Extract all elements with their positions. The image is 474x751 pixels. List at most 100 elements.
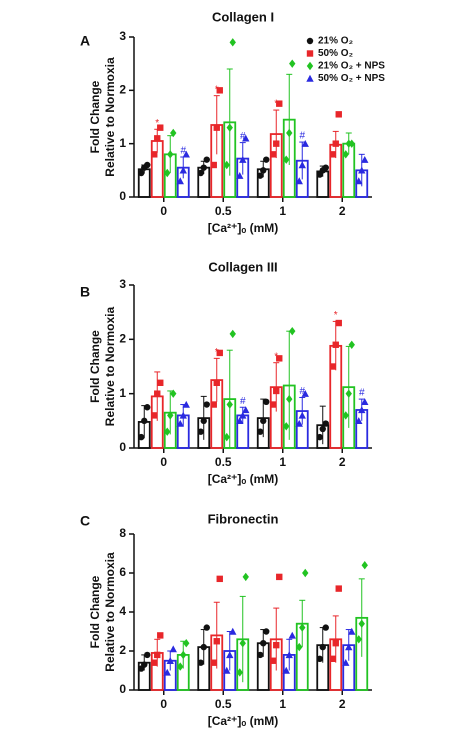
panel-letter: B (80, 284, 90, 300)
data-point (226, 651, 234, 659)
y-axis-label: Relative to Normoxia (103, 306, 117, 426)
data-point (242, 134, 250, 142)
data-point (335, 585, 342, 592)
data-point (144, 161, 151, 169)
data-point (342, 150, 349, 159)
data-point (298, 411, 306, 419)
data-point (197, 169, 204, 177)
data-point (197, 659, 204, 666)
data-point (210, 659, 217, 666)
data-point (229, 627, 237, 635)
data-point (179, 166, 187, 174)
data-point (348, 340, 355, 349)
y-axis-label: Fold Change (88, 80, 102, 153)
data-point (242, 406, 250, 414)
data-point (236, 417, 244, 425)
data-point (273, 641, 280, 649)
x-tick-label: 0 (160, 204, 167, 218)
data-point (176, 419, 184, 427)
y-tick-label: 6 (119, 565, 126, 579)
data-point (167, 150, 174, 159)
data-point (203, 156, 210, 163)
data-point (167, 411, 174, 420)
y-tick-label: 2 (119, 643, 126, 657)
significance-label: # (359, 388, 365, 399)
data-point (257, 651, 264, 659)
data-point (216, 575, 223, 583)
data-point (288, 631, 296, 639)
data-point (157, 124, 164, 131)
significance-label: * (274, 351, 278, 362)
x-axis-label: [Ca²⁺]ₒ (mM) (208, 714, 279, 728)
data-point (273, 140, 280, 147)
data-point (257, 428, 264, 435)
data-point (169, 645, 177, 653)
data-point (355, 177, 363, 185)
chart-title: Collagen III (208, 259, 277, 274)
x-tick-label: 1 (279, 697, 286, 711)
data-point (170, 389, 177, 398)
data-point (260, 167, 267, 174)
y-axis-label: Fold Change (88, 330, 102, 403)
data-point (223, 160, 230, 170)
data-point (295, 419, 303, 427)
data-point (210, 161, 217, 169)
legend-label: 21% O₂ (318, 36, 353, 47)
data-point (213, 124, 220, 131)
significance-label: * (274, 99, 278, 110)
data-point (355, 635, 362, 644)
data-point (306, 37, 314, 45)
x-axis-label: [Ca²⁺]ₒ (mM) (208, 221, 279, 235)
x-axis-label: [Ca²⁺]ₒ (mM) (208, 472, 279, 486)
x-tick-label: 2 (339, 697, 346, 711)
data-point (322, 164, 329, 171)
data-point (295, 177, 303, 185)
data-point (348, 139, 355, 148)
data-point (358, 619, 365, 628)
data-point (242, 572, 249, 582)
x-tick-label: 0 (160, 455, 167, 469)
significance-label: * (215, 347, 219, 358)
x-tick-label: 2 (339, 455, 346, 469)
x-tick-label: 1 (279, 455, 286, 469)
data-point (179, 411, 187, 419)
data-point (329, 363, 336, 370)
x-tick-label: 1 (279, 204, 286, 218)
data-point (164, 168, 171, 178)
data-point (335, 111, 342, 118)
data-point (216, 349, 223, 357)
data-point (229, 329, 236, 339)
data-point (332, 341, 339, 348)
y-tick-label: 0 (119, 440, 126, 454)
y-tick-label: 8 (119, 526, 126, 540)
data-point (335, 319, 342, 327)
data-point (316, 655, 323, 662)
data-point (154, 135, 161, 142)
data-point (329, 151, 336, 158)
data-point (154, 651, 161, 659)
data-point (348, 627, 356, 635)
data-point (163, 668, 171, 676)
data-point (263, 398, 270, 406)
data-point (210, 401, 217, 408)
y-axis-label: Fold Change (88, 575, 102, 648)
x-tick-label: 0.5 (215, 697, 232, 711)
data-point (270, 657, 277, 664)
chart-title: Fibronectin (208, 511, 279, 526)
data-point (151, 151, 158, 158)
data-point (332, 640, 339, 647)
data-point (296, 642, 303, 652)
y-axis-label: Relative to Normoxia (103, 57, 117, 177)
data-point (141, 417, 148, 425)
data-point (213, 638, 220, 645)
data-point (361, 155, 369, 163)
data-point (141, 661, 148, 668)
data-point (332, 140, 339, 147)
significance-label: # (180, 146, 186, 157)
data-point (270, 401, 277, 408)
data-point (276, 355, 283, 362)
significance-label: * (215, 84, 219, 95)
data-point (298, 161, 306, 169)
data-point (263, 156, 270, 163)
data-point (138, 433, 145, 441)
